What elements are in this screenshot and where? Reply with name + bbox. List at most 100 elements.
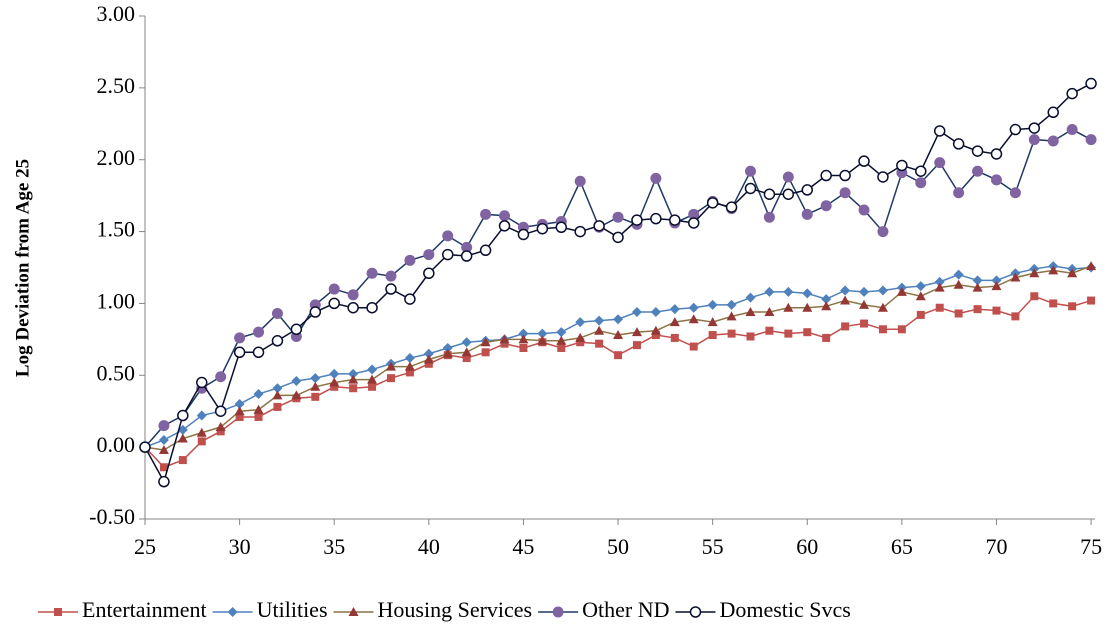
marker — [745, 307, 756, 317]
marker — [253, 326, 265, 338]
marker — [669, 317, 680, 327]
x-tick-label: 45 — [512, 534, 534, 559]
marker — [877, 302, 888, 312]
marker — [347, 289, 359, 301]
y-tick-label: -0.50 — [89, 504, 135, 529]
marker — [1068, 302, 1077, 311]
marker — [499, 334, 510, 344]
marker — [802, 302, 813, 312]
marker — [537, 335, 548, 345]
marker — [404, 254, 416, 266]
marker — [915, 281, 926, 292]
y-tick-label: 0.00 — [97, 432, 136, 457]
marker — [707, 299, 718, 310]
legend-item: Utilities — [212, 597, 328, 622]
marker — [631, 214, 643, 226]
marker — [574, 175, 586, 187]
marker — [139, 441, 151, 453]
marker — [1085, 77, 1097, 90]
marker — [441, 248, 454, 261]
marker — [1009, 187, 1021, 199]
marker — [840, 285, 851, 296]
marker — [613, 330, 624, 340]
marker — [499, 210, 511, 222]
marker — [670, 333, 679, 342]
marker — [1047, 135, 1059, 147]
marker — [934, 282, 945, 292]
marker — [801, 184, 814, 196]
marker — [366, 301, 378, 314]
marker — [801, 208, 813, 220]
marker — [650, 212, 662, 225]
marker — [575, 332, 586, 342]
marker — [479, 244, 492, 257]
marker — [517, 228, 530, 241]
marker — [744, 165, 756, 177]
y-tick-label: 3.00 — [97, 1, 136, 26]
marker — [897, 325, 906, 334]
marker — [726, 299, 737, 310]
legend-item: Entertainment — [38, 597, 207, 622]
marker — [1067, 268, 1078, 278]
marker — [822, 333, 831, 342]
marker — [328, 283, 340, 295]
marker — [973, 305, 982, 314]
marker — [613, 314, 624, 325]
marker — [764, 286, 775, 297]
marker — [896, 286, 907, 296]
marker — [252, 346, 265, 359]
marker — [594, 315, 605, 326]
marker — [765, 326, 774, 335]
marker — [650, 172, 662, 184]
marker — [215, 422, 226, 432]
marker — [1011, 312, 1020, 321]
marker — [177, 424, 188, 435]
marker — [858, 155, 870, 167]
marker — [158, 434, 169, 445]
x-tick-label: 65 — [891, 534, 913, 559]
x-tick-label: 55 — [702, 534, 724, 559]
marker — [593, 220, 605, 232]
marker — [576, 338, 585, 347]
x-tick-label: 35 — [323, 534, 345, 559]
marker — [385, 283, 397, 295]
marker — [1047, 106, 1059, 119]
marker — [972, 275, 983, 286]
marker — [858, 204, 870, 216]
marker — [727, 329, 736, 338]
marker — [234, 406, 245, 416]
marker — [933, 125, 946, 137]
marker — [271, 335, 284, 347]
y-tick-label: 1.50 — [97, 217, 136, 242]
marker — [802, 288, 813, 299]
marker — [878, 325, 887, 334]
marker — [1048, 265, 1059, 275]
marker — [442, 230, 454, 242]
marker — [612, 211, 624, 223]
marker — [595, 339, 604, 348]
x-tick-label: 50 — [607, 534, 629, 559]
marker — [234, 399, 245, 410]
marker — [1066, 124, 1078, 136]
marker — [290, 323, 303, 336]
marker — [763, 188, 776, 200]
marker — [405, 368, 414, 377]
marker — [784, 329, 793, 338]
marker — [227, 607, 238, 617]
marker — [632, 341, 641, 350]
marker — [461, 241, 473, 253]
legend-label: Other ND — [582, 597, 669, 622]
marker — [404, 361, 415, 371]
marker — [423, 354, 434, 364]
marker — [820, 200, 832, 212]
y-tick-label: 1.00 — [97, 288, 136, 313]
marker — [821, 294, 832, 305]
marker — [386, 374, 395, 383]
marker — [385, 361, 396, 371]
marker — [271, 307, 283, 319]
x-tick-label: 60 — [796, 534, 818, 559]
marker — [991, 275, 1002, 286]
marker — [725, 201, 738, 213]
marker — [631, 327, 642, 337]
